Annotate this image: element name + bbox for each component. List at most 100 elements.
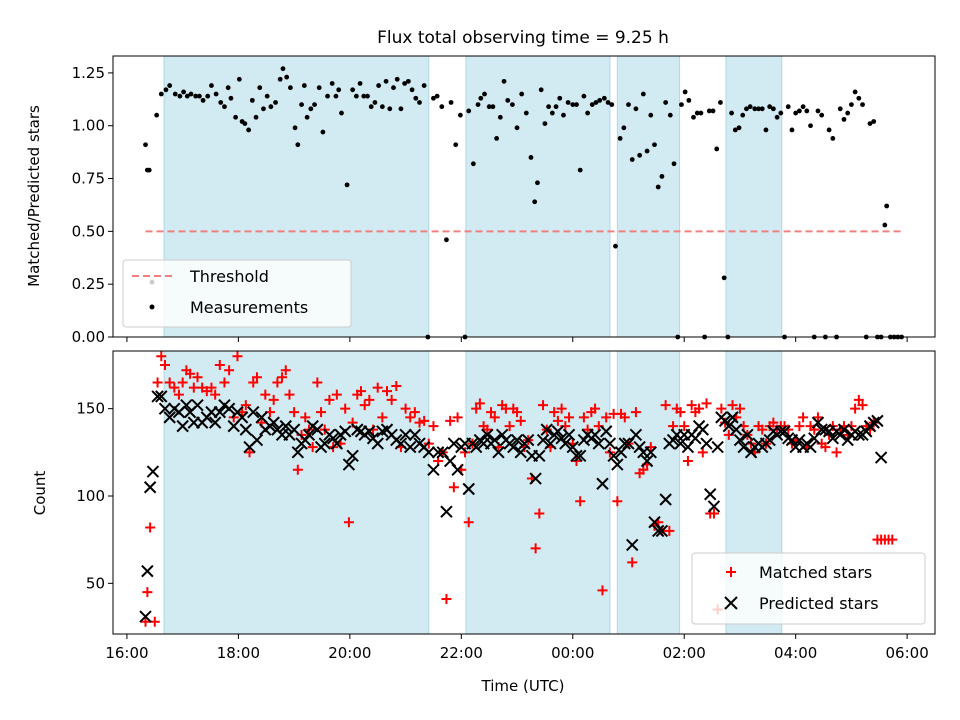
matched-star-marker [578, 412, 589, 423]
figure-title: Flux total observing time = 9.25 h [377, 28, 669, 48]
measurement-point [605, 100, 611, 105]
measurement-point [444, 237, 449, 243]
matched-star-marker [140, 616, 151, 627]
predicted-star-marker [618, 437, 631, 450]
measurement-point [648, 112, 654, 118]
predicted-star-marker [239, 423, 253, 436]
predicted-star-marker [730, 423, 743, 436]
measurement-point [158, 91, 164, 97]
measurement-point [181, 89, 186, 95]
bottom-legend: Matched stars Predicted stars [691, 552, 926, 625]
matched-star-marker [850, 403, 861, 414]
predicted-star-marker [143, 481, 157, 494]
measurement-point [841, 116, 847, 122]
predicted-star-marker [625, 538, 639, 552]
measurement-point [826, 127, 832, 133]
matched-star-marker [331, 389, 342, 400]
measurement-point [470, 161, 476, 167]
measurement-point [856, 95, 862, 101]
matched-star-marker [512, 407, 523, 418]
measurement-point [804, 108, 810, 114]
matched-star-marker [627, 557, 638, 568]
bottom-legend-box [691, 552, 926, 625]
bottom-observing-bands [163, 350, 783, 635]
predicted-star-marker [696, 423, 710, 436]
measurement-point [549, 110, 555, 116]
matched-star-marker [277, 372, 288, 383]
predicted-star-marker [674, 437, 687, 450]
matched-star-marker [214, 359, 225, 370]
predicted-star-marker [652, 524, 665, 538]
measurement-point [652, 142, 657, 148]
predicted-star-marker [447, 437, 461, 450]
predicted-star-marker [559, 437, 572, 450]
measurement-point [361, 93, 367, 99]
y-tick-label: 0.00 [72, 328, 105, 346]
matched-star-marker [160, 359, 171, 370]
measurement-point [233, 114, 239, 120]
measurement-point [759, 106, 765, 112]
predicted-star-marker [573, 449, 587, 463]
measurement-point [706, 108, 712, 114]
measurement-point [570, 102, 576, 107]
matched-star-marker [820, 442, 831, 453]
measurement-point [852, 89, 858, 95]
x-tick-label: 16:00 [105, 644, 148, 662]
matched-star-marker [638, 464, 649, 475]
measurement-point [740, 112, 746, 118]
predicted-star-marker [213, 405, 227, 419]
predicted-star-marker [279, 419, 292, 433]
measurement-point [546, 104, 552, 110]
measurement-point [344, 182, 350, 188]
x-tick-label: 22:00 [440, 644, 483, 662]
matched-star-marker [734, 403, 745, 414]
matched-star-marker [409, 407, 420, 418]
matched-star-marker [727, 400, 738, 411]
measurement-point [280, 66, 286, 72]
y-tick-label: 1.00 [72, 117, 105, 135]
matched-star-marker [701, 398, 712, 409]
measurement-point [609, 102, 615, 107]
x-tick-label: 00:00 [551, 644, 594, 662]
measurement-point [837, 106, 843, 112]
measurement-point [439, 104, 445, 110]
predicted-star-marker [176, 419, 189, 433]
bottom-y-axis-label: Count [31, 471, 49, 516]
measurement-point [679, 102, 684, 107]
predicted-star-marker [330, 437, 344, 450]
matched-star-marker [292, 464, 303, 475]
matched-star-marker [355, 386, 366, 397]
predicted-star-marker [640, 454, 654, 468]
matched-star-marker [768, 417, 779, 428]
predicted-star-marker [544, 437, 557, 450]
measurement-point [268, 104, 274, 110]
measurement-point [756, 106, 761, 112]
measurement-point [497, 114, 503, 120]
matched-star-marker [556, 403, 567, 414]
predicted-star-marker [158, 402, 172, 415]
bottom-y-axis: 50 100 150 [76, 400, 113, 592]
measurement-point [490, 104, 496, 110]
measurement-point [577, 167, 583, 173]
measurement-point [767, 104, 773, 110]
measurement-point [718, 100, 723, 105]
matched-star-marker [448, 482, 459, 493]
matched-star-marker [679, 421, 690, 432]
measurement-point [246, 127, 252, 133]
measurement-point [339, 110, 344, 116]
bottom-x-axis: 16:00 18:00 20:00 22:00 00:00 02:00 04:00 06:00 [105, 634, 929, 662]
measurement-point [871, 119, 877, 124]
matched-star-marker [145, 522, 156, 533]
measurement-point [209, 83, 214, 88]
measurement-point [402, 81, 408, 86]
measurement-point [621, 125, 627, 131]
matched-star-markers [140, 351, 898, 627]
matched-star-marker [460, 447, 471, 458]
matched-star-marker [504, 421, 515, 432]
predicted-star-marker [440, 505, 453, 518]
predicted-star-marker [510, 433, 524, 447]
measurement-point [644, 148, 650, 154]
matched-star-marker [441, 594, 452, 605]
predicted-star-marker [399, 428, 412, 442]
